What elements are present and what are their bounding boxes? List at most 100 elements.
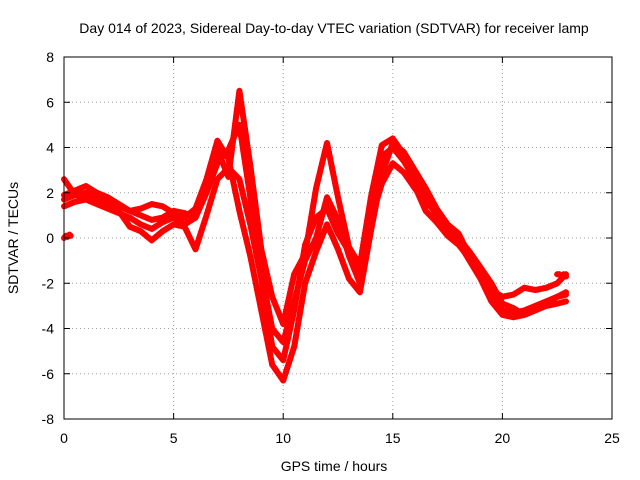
data-point: [248, 258, 255, 265]
data-point: [306, 230, 313, 237]
data-point: [194, 240, 201, 247]
data-point: [335, 197, 342, 204]
data-point: [286, 357, 293, 364]
y-tick-label: -6: [42, 366, 55, 382]
data-point: [266, 350, 273, 357]
data-point: [312, 251, 319, 258]
data-point: [284, 363, 291, 370]
y-tick-label: 8: [46, 49, 54, 65]
data-point: [251, 244, 258, 251]
data-point: [206, 204, 212, 210]
data-point: [237, 181, 244, 188]
data-point: [102, 193, 109, 200]
data-point: [367, 194, 374, 201]
data-point: [551, 281, 558, 288]
data-point: [72, 192, 78, 198]
data-point: [374, 194, 381, 201]
data-point: [282, 348, 289, 355]
data-point: [334, 191, 341, 198]
data-point: [359, 259, 366, 266]
data-point: [207, 198, 214, 205]
data-point: [551, 301, 558, 308]
data-point: [235, 205, 242, 211]
data-point: [93, 198, 100, 205]
plot-area: [61, 87, 569, 384]
data-point: [338, 254, 344, 261]
data-point: [129, 224, 136, 231]
data-point: [282, 371, 288, 378]
data-point: [184, 211, 191, 218]
data-point: [232, 190, 239, 197]
data-point: [286, 327, 293, 334]
data-point: [280, 318, 287, 324]
data-point: [281, 374, 288, 381]
data-point: [238, 216, 245, 223]
data-point: [378, 145, 385, 152]
y-tick-label: -8: [42, 411, 55, 427]
data-point: [192, 246, 199, 253]
data-point: [400, 151, 407, 158]
data-point: [307, 264, 314, 271]
data-point: [229, 176, 236, 182]
data-point: [339, 214, 346, 221]
data-point: [173, 208, 180, 215]
data-point: [304, 236, 311, 243]
data-point: [239, 219, 246, 226]
data-point: [236, 176, 243, 183]
data-point: [66, 201, 73, 208]
data-point: [104, 203, 111, 210]
data-point: [336, 203, 343, 210]
data-point: [363, 236, 370, 243]
data-point: [309, 259, 316, 266]
data-point: [316, 221, 323, 228]
data-point: [280, 357, 287, 364]
data-point: [156, 215, 163, 222]
data-point: [270, 296, 277, 303]
data-point: [208, 195, 215, 202]
data-point: [274, 307, 281, 314]
data-point: [314, 179, 321, 186]
grid: [64, 57, 612, 419]
data-point: [208, 168, 215, 175]
data-point: [405, 164, 412, 171]
data-point: [210, 190, 217, 197]
data-point: [332, 180, 339, 186]
data-point: [375, 191, 382, 198]
data-point: [374, 162, 381, 169]
chart-title: Day 014 of 2023, Sidereal Day-to-day VTE…: [79, 20, 589, 36]
data-point: [165, 216, 172, 223]
data-point: [219, 160, 226, 167]
data-point: [209, 192, 216, 199]
data-point: [204, 182, 211, 189]
data-point: [371, 176, 378, 183]
data-point: [255, 261, 262, 268]
data-point: [302, 241, 309, 248]
data-point: [374, 165, 380, 172]
data-point: [195, 237, 202, 244]
data-point: [404, 161, 411, 168]
y-tick-label: -2: [42, 275, 55, 291]
data-point: [268, 356, 275, 362]
data-point: [403, 159, 410, 166]
data-point: [266, 282, 273, 289]
data-point: [197, 232, 204, 239]
data-point: [245, 244, 252, 251]
data-point: [305, 269, 312, 276]
data-point: [372, 203, 379, 209]
data-point: [261, 260, 268, 267]
data-point: [526, 285, 533, 292]
data-point: [251, 276, 258, 282]
data-point: [329, 168, 336, 175]
data-point: [204, 209, 211, 216]
data-point: [311, 253, 318, 260]
data-point: [212, 181, 219, 188]
data-point: [237, 179, 243, 185]
data-point: [126, 223, 133, 230]
data-point: [377, 186, 384, 193]
data-point: [317, 218, 324, 225]
data-point: [91, 197, 98, 204]
data-point: [241, 227, 248, 234]
data-point: [140, 204, 147, 211]
data-point: [215, 149, 222, 156]
data-point: [407, 169, 414, 176]
